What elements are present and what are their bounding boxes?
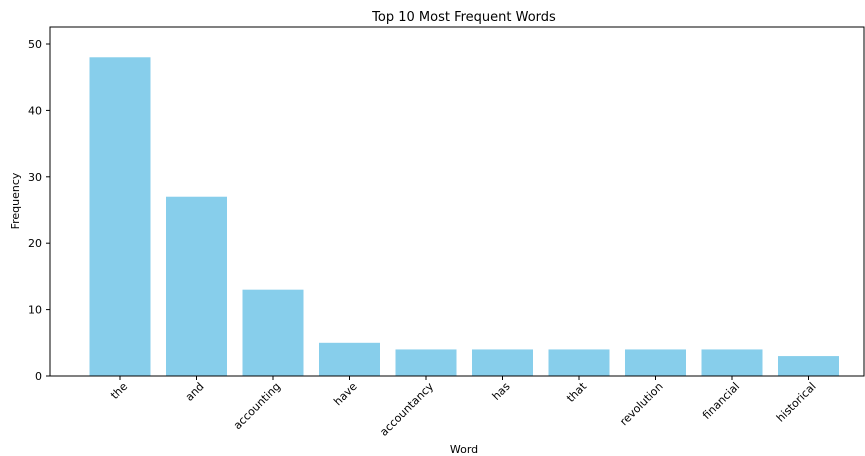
y-tick-label-30: 30 [28,171,42,184]
x-tick-label-the: the [108,380,130,402]
y-tick-label-40: 40 [28,104,42,117]
x-axis-ticks: the and accounting have accountancy has that re… [108,376,819,439]
x-tick-label-have: have [331,380,359,408]
bars-group [89,57,839,376]
bar-historical [778,356,839,376]
y-tick-label-10: 10 [28,304,42,317]
x-axis-label: Word [450,443,478,456]
chart-title: Top 10 Most Frequent Words [371,10,556,25]
bar-and [166,196,227,376]
x-tick-label-accounting: accounting [231,380,283,432]
y-tick-label-20: 20 [28,237,42,250]
bar-the [89,57,151,376]
y-axis-label: Frequency [9,172,22,229]
x-tick-label-historical: historical [774,380,819,425]
x-tick-label-has: has [490,380,513,403]
x-tick-label-and: and [183,380,207,404]
bar-has [472,349,533,376]
bar-accounting [242,289,304,376]
x-tick-label-revolution: revolution [617,380,665,428]
bar-financial [701,349,763,376]
x-tick-label-financial: financial [700,380,742,422]
bar-have [319,342,380,376]
y-tick-label-50: 50 [28,38,42,51]
y-tick-label-0: 0 [35,370,42,383]
x-tick-label-accountancy: accountancy [377,380,436,439]
bar-accountancy [395,349,457,376]
y-axis-ticks: 0 10 20 30 40 50 [28,38,50,383]
plot-frame [49,26,865,377]
bar-revolution [625,349,686,376]
x-tick-label-that: that [564,379,589,404]
bar-that [548,349,610,376]
